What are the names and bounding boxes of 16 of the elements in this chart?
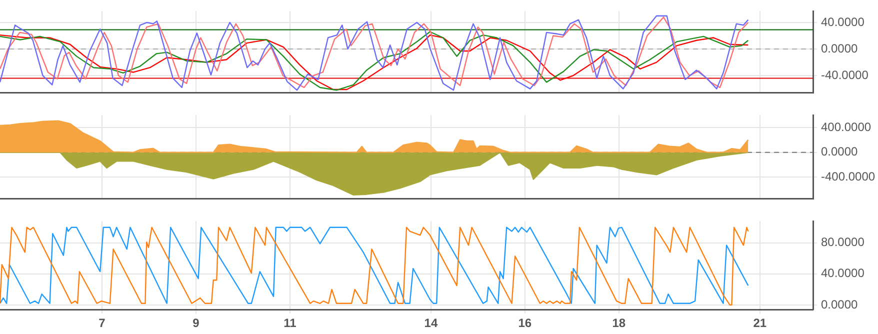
y-tick-label: -400.0000 [821,169,876,184]
y-tick-label: 400.0000 [821,120,872,134]
x-tick-label: 16 [518,316,532,330]
x-tick-label: 11 [284,316,297,330]
y-tick-label: 40.0000 [821,14,865,29]
x-tick-label: 7 [98,316,106,330]
y-tick-label: 0.0000 [821,41,858,56]
y-tick-label: 40.0000 [821,266,865,280]
x-tick-label: 18 [612,316,626,330]
y-tick-label: 0.0000 [821,297,858,312]
x-tick-label: 9 [192,316,200,330]
x-tick-label: 14 [424,316,438,330]
y-tick-label: -40.0000 [821,68,869,82]
y-tick-label: 0.0000 [821,144,858,159]
x-tick-label: 21 [753,316,767,330]
y-tick-label: 80.0000 [821,235,865,250]
